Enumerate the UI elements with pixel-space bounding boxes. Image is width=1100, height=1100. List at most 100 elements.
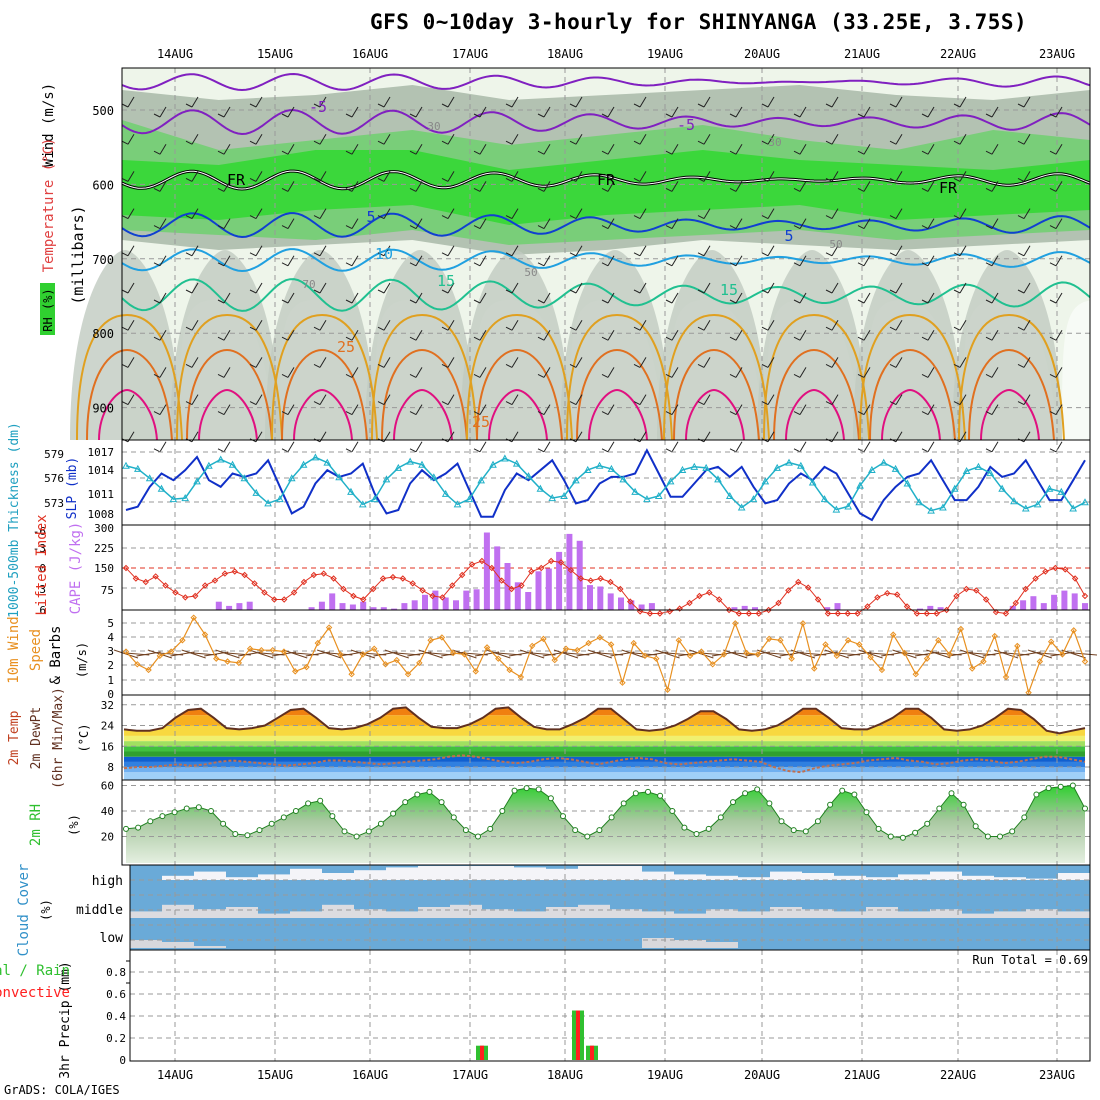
wind-barb-flag [1049, 411, 1057, 416]
thickness-point [572, 476, 580, 484]
wind-barb [159, 106, 167, 118]
wind-speed-point [811, 665, 818, 672]
lifted-index-point [478, 557, 486, 565]
wind-barb [255, 394, 263, 405]
wind-barb [607, 255, 615, 267]
contour-label: 50 [524, 266, 537, 279]
rh-point [426, 788, 433, 795]
wind-speed-point [416, 659, 423, 667]
temp-color-strip [124, 715, 1085, 726]
date-label-bottom: 16AUG [352, 1068, 388, 1082]
thickness-point [986, 469, 995, 477]
wind-barb [351, 255, 359, 267]
wind-barb-10m [316, 649, 342, 659]
cloud-high-block [642, 871, 674, 880]
pressure-tick: 800 [92, 327, 114, 341]
date-label-top: 14AUG [157, 47, 193, 61]
temp-axis-title-c: (6hr Min/Max) [51, 687, 66, 789]
rh-point [487, 825, 494, 832]
wind-barb-flag [409, 225, 417, 230]
lifted-index-point [1081, 592, 1089, 600]
thickness-point [950, 484, 959, 492]
thickness-point [276, 495, 284, 503]
lifted-index-point [973, 587, 980, 594]
wind-barb-flag [409, 150, 417, 155]
cloud-high-block [994, 877, 1026, 880]
wind-speed-point [833, 652, 840, 660]
dewpoint-line [123, 754, 1086, 774]
wind-barb [575, 171, 583, 182]
wind-barb [223, 181, 231, 192]
rh-point [195, 804, 202, 811]
lifted-index-point [439, 594, 446, 601]
thickness-point [335, 473, 343, 481]
wind-speed-point [134, 661, 141, 668]
wind-tick: 4 [107, 631, 114, 644]
wind-barb-flag [1049, 373, 1057, 378]
pressure-tick: 600 [92, 178, 114, 192]
rh-tick: 20 [101, 831, 114, 844]
lifted-index-point [607, 578, 614, 586]
temp-contour-25 [381, 348, 468, 441]
wind-barb [383, 394, 391, 405]
wind-barb [831, 357, 839, 368]
wind-barb-flag [153, 448, 161, 453]
wind-barb-flag [505, 326, 513, 331]
wind-barb-flag [825, 326, 833, 331]
date-label-bottom: 20AUG [744, 1068, 780, 1082]
wind-barb [479, 218, 487, 229]
thickness-point [962, 466, 971, 474]
wind-barb-flag [793, 262, 801, 267]
wind-barb [383, 208, 391, 219]
temp-contour-25 [476, 348, 563, 441]
date-label-top: 21AUG [844, 47, 880, 61]
rh-point [572, 827, 579, 834]
thickness-point [797, 461, 805, 469]
wind-barb-flag [313, 215, 321, 220]
wind-speed-point [314, 639, 322, 647]
precip-convective-bar [590, 1045, 594, 1060]
thickness-point [749, 495, 758, 503]
wind-barb [287, 367, 295, 378]
wind-barb-flag [409, 299, 417, 304]
wind-speed-point [201, 631, 209, 638]
wind-barb [831, 319, 839, 331]
contour-label: 10 [375, 245, 393, 263]
wind-barb [895, 96, 903, 108]
thickness-point [240, 474, 249, 482]
lifted-index-point [567, 566, 575, 574]
temp-contour-5 [121, 212, 1091, 239]
wind-barb [1023, 357, 1031, 368]
wind-barb-flag [857, 187, 865, 192]
wind-barb [319, 208, 327, 219]
wind-barb [799, 218, 807, 229]
rh-point [353, 833, 360, 840]
thickness-point [678, 465, 687, 473]
wind-barb-flag [985, 113, 993, 118]
wind-barb-flag [921, 113, 929, 118]
wind-barb [319, 133, 327, 145]
wind-barb [287, 143, 295, 155]
rh-point [159, 813, 166, 820]
wind-barb [991, 329, 999, 341]
wind-barb-flag [921, 187, 929, 192]
thickness-point [619, 475, 628, 483]
wind-barb-flag [537, 187, 545, 192]
wind-barb-flag [569, 363, 577, 368]
wind-barb-flag [313, 177, 321, 182]
lifted-index-point [864, 603, 871, 610]
wind-barb-flag [281, 187, 289, 192]
temp-contour-25 [968, 348, 1055, 441]
thickness-point [548, 494, 557, 502]
wind-barb-flag [793, 225, 801, 230]
cape-bar [824, 607, 831, 610]
wind-barb-flag [153, 373, 161, 378]
wind-barb-flag [153, 262, 161, 267]
wind-speed-point [867, 654, 874, 661]
wind-barb [639, 96, 647, 108]
wind-barb [671, 255, 679, 267]
lifted-index-point [290, 589, 298, 596]
wind-barb-flag [1017, 401, 1025, 406]
slp-tick: 1011 [88, 488, 115, 501]
thickness-point [583, 465, 592, 473]
